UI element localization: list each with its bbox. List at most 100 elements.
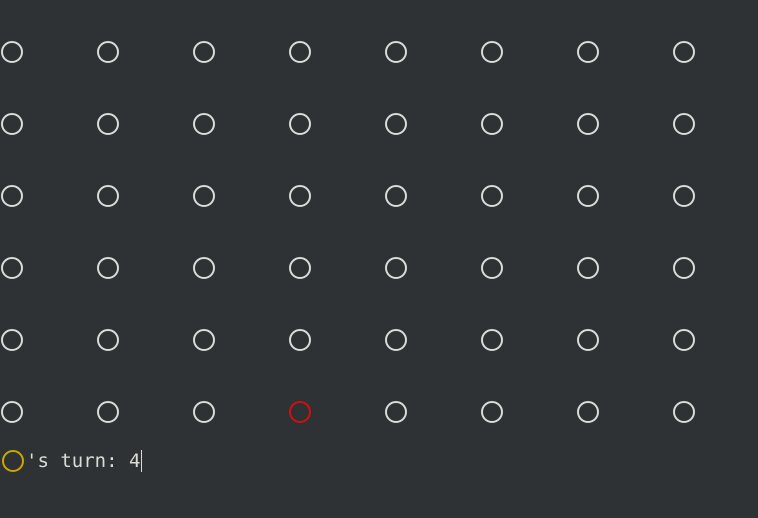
empty-slot-icon — [481, 41, 503, 63]
board-cell[interactable] — [444, 88, 540, 160]
board-cell[interactable] — [636, 232, 732, 304]
empty-slot-icon — [193, 257, 215, 279]
empty-slot-icon — [481, 401, 503, 423]
column-input[interactable]: 4 — [128, 450, 141, 472]
board-cell[interactable] — [540, 304, 636, 376]
empty-slot-icon — [289, 257, 311, 279]
board-cell[interactable] — [252, 232, 348, 304]
board-cell[interactable] — [636, 16, 732, 88]
board-cell[interactable] — [252, 88, 348, 160]
empty-slot-icon — [193, 329, 215, 351]
board-cell[interactable] — [252, 304, 348, 376]
board-cell[interactable] — [348, 376, 444, 448]
empty-slot-icon — [481, 113, 503, 135]
empty-slot-icon — [385, 113, 407, 135]
empty-slot-icon — [577, 329, 599, 351]
empty-slot-icon — [193, 41, 215, 63]
empty-slot-icon — [577, 257, 599, 279]
board-cell[interactable] — [60, 376, 156, 448]
board-cell[interactable] — [444, 232, 540, 304]
empty-slot-icon — [1, 329, 23, 351]
empty-slot-icon — [385, 41, 407, 63]
board-cell[interactable] — [444, 16, 540, 88]
empty-slot-icon — [673, 113, 695, 135]
empty-slot-icon — [97, 185, 119, 207]
empty-slot-icon — [97, 329, 119, 351]
board-cell[interactable] — [636, 304, 732, 376]
empty-slot-icon — [385, 257, 407, 279]
board-cell[interactable] — [60, 232, 156, 304]
board-cell[interactable] — [0, 376, 60, 448]
board-cell[interactable] — [540, 232, 636, 304]
empty-slot-icon — [289, 41, 311, 63]
board-cell[interactable] — [156, 88, 252, 160]
board-cell[interactable] — [156, 304, 252, 376]
empty-slot-icon — [97, 41, 119, 63]
board-cell[interactable] — [636, 160, 732, 232]
board-cell[interactable] — [60, 16, 156, 88]
text-cursor — [141, 450, 143, 472]
game-board — [0, 16, 732, 423]
empty-slot-icon — [289, 185, 311, 207]
board-cell[interactable] — [540, 88, 636, 160]
board-cell[interactable] — [444, 376, 540, 448]
board-cell[interactable] — [636, 376, 732, 448]
empty-slot-icon — [1, 185, 23, 207]
board-cell[interactable] — [0, 304, 60, 376]
board-cell[interactable] — [348, 16, 444, 88]
empty-slot-icon — [97, 113, 119, 135]
empty-slot-icon — [289, 329, 311, 351]
empty-slot-icon — [673, 401, 695, 423]
empty-slot-icon — [577, 185, 599, 207]
board-cell[interactable] — [0, 232, 60, 304]
placed-disc-icon — [289, 401, 311, 423]
board-cell[interactable] — [348, 160, 444, 232]
board-cell[interactable] — [252, 160, 348, 232]
empty-slot-icon — [481, 257, 503, 279]
empty-slot-icon — [673, 257, 695, 279]
board-cell[interactable] — [444, 304, 540, 376]
board-cell[interactable] — [444, 160, 540, 232]
turn-label: 's turn: — [26, 450, 129, 472]
board-cell[interactable] — [156, 16, 252, 88]
board-cell[interactable] — [636, 88, 732, 160]
board-cell[interactable] — [60, 88, 156, 160]
empty-slot-icon — [385, 185, 407, 207]
empty-slot-icon — [481, 185, 503, 207]
empty-slot-icon — [577, 401, 599, 423]
board-cell[interactable] — [348, 232, 444, 304]
empty-slot-icon — [673, 185, 695, 207]
board-cell[interactable] — [156, 376, 252, 448]
empty-slot-icon — [673, 329, 695, 351]
empty-slot-icon — [1, 113, 23, 135]
empty-slot-icon — [193, 113, 215, 135]
empty-slot-icon — [481, 329, 503, 351]
board-cell[interactable] — [0, 88, 60, 160]
board-cell[interactable] — [0, 160, 60, 232]
empty-slot-icon — [1, 401, 23, 423]
empty-slot-icon — [385, 329, 407, 351]
empty-slot-icon — [193, 401, 215, 423]
board-cell[interactable] — [156, 232, 252, 304]
board-cell[interactable] — [540, 160, 636, 232]
empty-slot-icon — [1, 41, 23, 63]
board-cell[interactable] — [348, 88, 444, 160]
empty-slot-icon — [577, 41, 599, 63]
empty-slot-icon — [289, 113, 311, 135]
board-cell[interactable] — [540, 16, 636, 88]
empty-slot-icon — [673, 41, 695, 63]
empty-slot-icon — [385, 401, 407, 423]
board-cell[interactable] — [348, 304, 444, 376]
board-cell[interactable] — [252, 376, 348, 448]
board-cell[interactable] — [0, 16, 60, 88]
board-cell[interactable] — [540, 376, 636, 448]
empty-slot-icon — [577, 113, 599, 135]
empty-slot-icon — [97, 257, 119, 279]
board-cell[interactable] — [252, 16, 348, 88]
turn-status: 's turn: 4 — [2, 449, 143, 473]
board-cell[interactable] — [156, 160, 252, 232]
board-cell[interactable] — [60, 160, 156, 232]
empty-slot-icon — [97, 401, 119, 423]
board-cell[interactable] — [60, 304, 156, 376]
current-player-disc-icon — [2, 450, 24, 472]
